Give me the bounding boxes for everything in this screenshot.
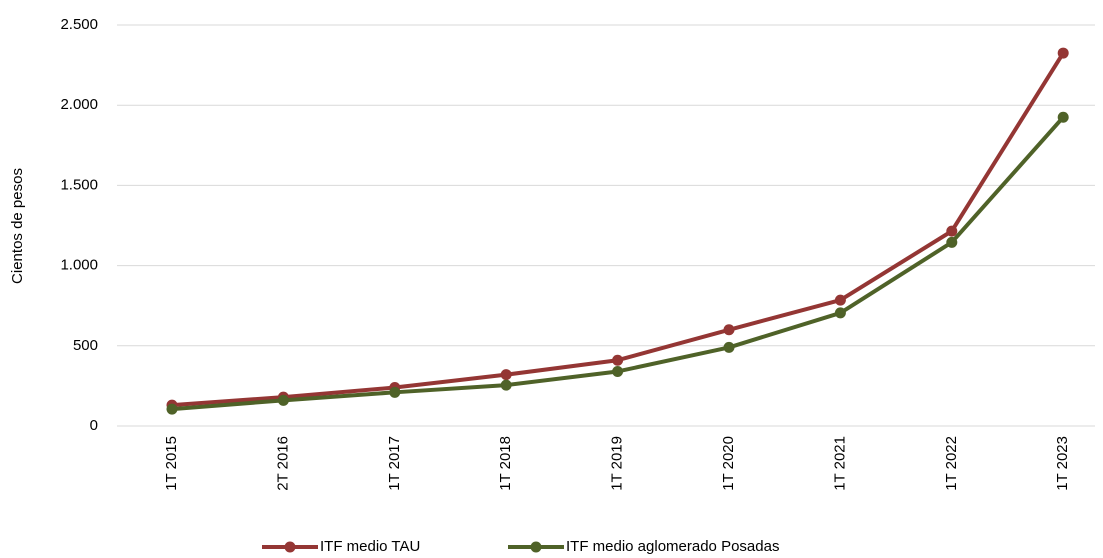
legend-label: ITF medio aglomerado Posadas — [566, 538, 779, 555]
x-tick-label: 1T 2015 — [163, 436, 180, 491]
legend-marker — [284, 541, 296, 553]
point — [946, 236, 958, 248]
x-tick-label: 1T 2019 — [609, 436, 626, 491]
point — [612, 354, 624, 366]
point — [834, 307, 846, 319]
y-tick-label: 1.500 — [60, 176, 98, 193]
y-tick-label: 1.000 — [60, 257, 98, 274]
y-tick-label: 2.500 — [60, 16, 98, 33]
point — [834, 294, 846, 306]
legend-label: ITF medio TAU — [320, 538, 420, 555]
point — [1057, 47, 1069, 59]
point — [500, 369, 512, 381]
y-tick-label: 2.000 — [60, 96, 98, 113]
legend-marker — [530, 541, 542, 553]
point — [1057, 111, 1069, 123]
point — [946, 225, 958, 237]
y-tick-label: 0 — [90, 417, 98, 434]
point — [612, 365, 624, 377]
point — [166, 403, 178, 415]
x-tick-label: 1T 2021 — [831, 436, 848, 491]
point — [723, 324, 735, 336]
point — [277, 394, 289, 406]
x-tick-label: 1T 2017 — [386, 436, 403, 491]
point — [723, 341, 735, 353]
point — [389, 386, 401, 398]
x-tick-label: 1T 2022 — [943, 436, 960, 491]
x-tick-label: 1T 2018 — [497, 436, 514, 491]
y-axis-title: Cientos de pesos — [9, 168, 26, 284]
point — [500, 379, 512, 391]
y-tick-label: 500 — [73, 337, 98, 354]
x-tick-label: 1T 2020 — [720, 436, 737, 491]
series-line — [171, 52, 1065, 408]
x-tick-label: 2T 2016 — [274, 436, 291, 491]
x-tick-label: 1T 2023 — [1054, 436, 1071, 491]
